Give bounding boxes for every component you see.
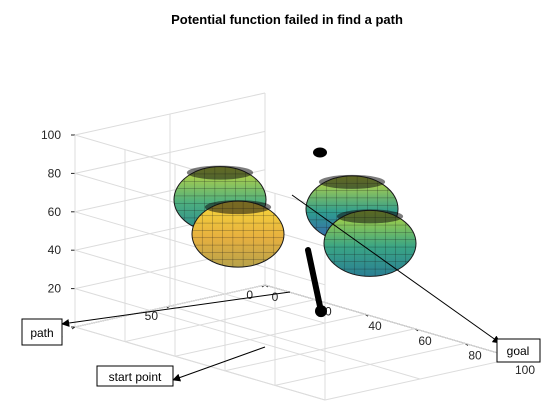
annotation-box-1 [96,365,174,387]
annotation-label-0: path [30,326,53,340]
obstacles [173,165,417,277]
obstacle-2 [323,209,417,277]
y-tick-label-1: 50 [145,309,159,323]
grid-wall-z-right-1 [74,288,326,363]
annotation-arrow-0 [61,291,291,327]
x-tick-label-4: 80 [468,348,482,362]
grid-wall-z-right-0 [74,326,326,401]
z-tick-label-2: 40 [48,243,62,257]
obstacle-3 [191,200,285,268]
z-tick-label-4: 80 [48,166,62,180]
y-tick-label-0: 0 [246,288,253,302]
grid-wall-z-left-4 [74,130,266,174]
grid-lines [74,92,516,401]
obstacle-top-rim-2 [336,209,404,224]
grid-wall-z-left-0 [74,284,266,328]
path-start-marker [315,305,327,318]
grid-floor-y-1 [169,305,421,380]
goal-marker [313,147,327,158]
grid-wall-z-left-5 [74,92,266,136]
annotation-arrow-2 [291,194,501,344]
path-polyline [305,247,324,315]
obstacle-top-rim-1 [186,165,254,180]
z-tick-label-5: 100 [41,128,61,142]
chart-title: Potential function failed in find a path [171,12,403,27]
grid-wall-z-right-2 [74,249,326,324]
z-tick-label-3: 60 [48,205,62,219]
tick-labels: 020406080100050100020406080100 [41,128,535,377]
z-tick-label-1: 20 [48,282,62,296]
axes-box [71,134,519,361]
obstacle-top-rim-0 [318,174,386,189]
x-tick-label-5: 100 [515,363,535,377]
annotations: path start point goal [21,194,541,387]
annotation-label-2: goal [507,344,530,358]
annotation-box-2 [496,338,541,363]
annotation-label-1: start point [109,370,162,384]
grid-floor-y-0 [264,284,516,359]
x-tick-label-3: 60 [418,334,432,348]
x-tick-label-2: 40 [368,319,382,333]
annotation-arrow-1 [172,346,266,382]
path-line [305,147,327,318]
obstacle-top-rim-3 [204,200,272,215]
x-tick-label-0: 0 [272,290,279,304]
annotation-box-0 [21,318,63,346]
